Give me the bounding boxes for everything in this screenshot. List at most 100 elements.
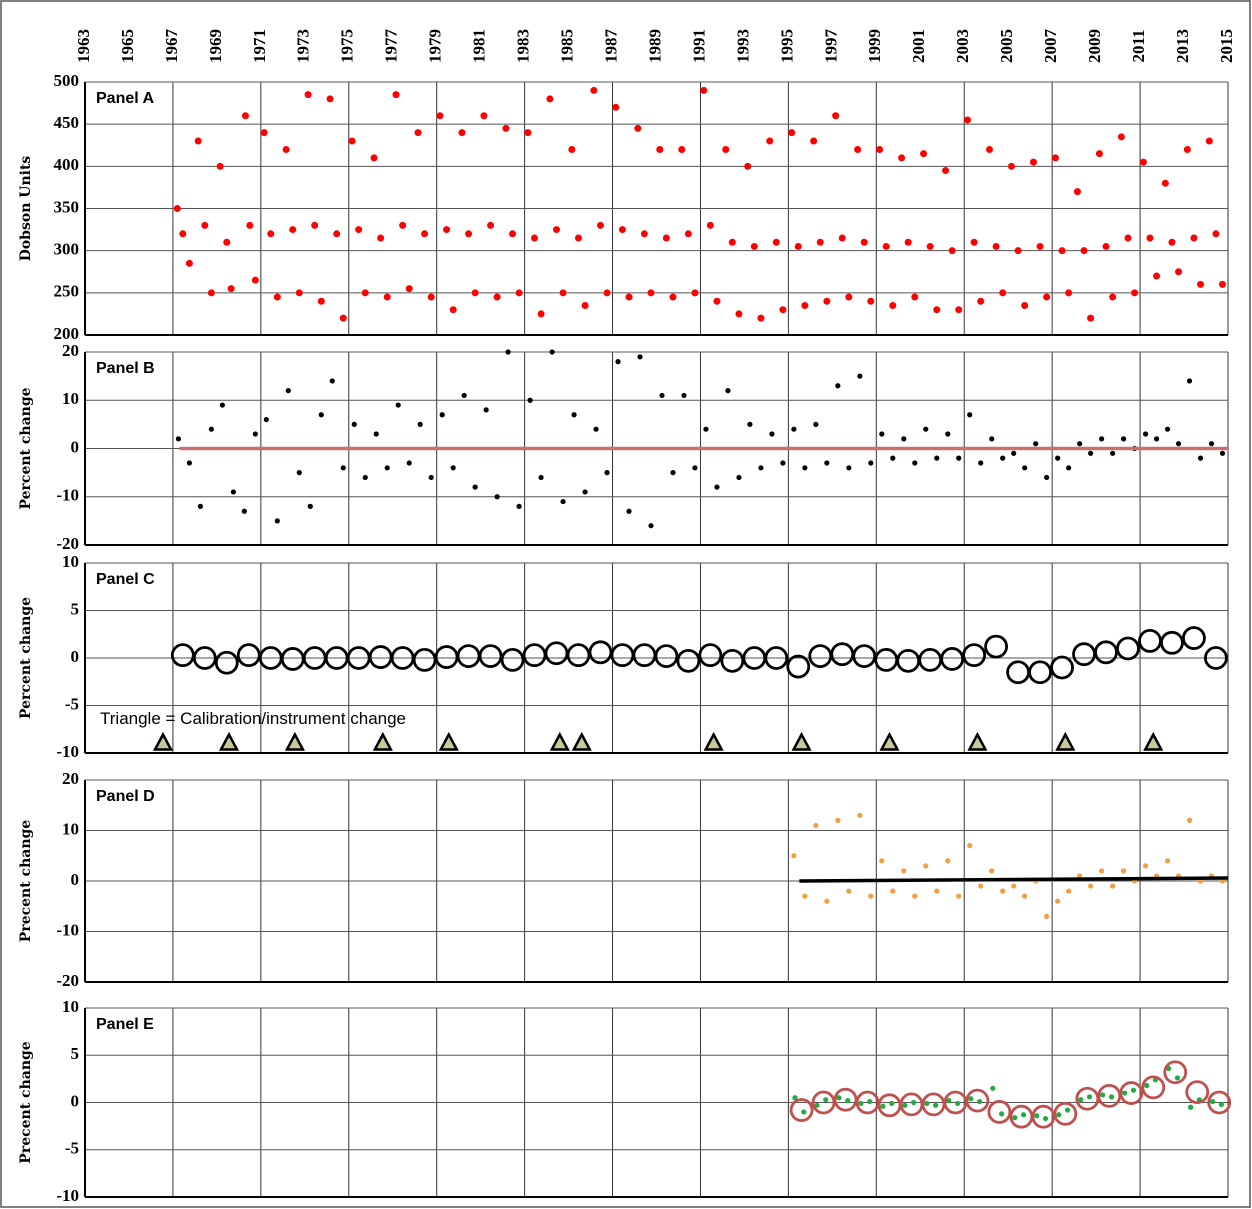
point xyxy=(788,129,796,137)
point xyxy=(1044,913,1050,919)
point xyxy=(1146,234,1154,242)
point xyxy=(725,388,731,394)
point xyxy=(967,412,973,418)
x-tick-label: 2003 xyxy=(953,29,972,63)
point xyxy=(1186,378,1193,384)
y-tick-label: 0 xyxy=(71,437,80,456)
point xyxy=(867,1098,873,1105)
point xyxy=(1164,426,1171,432)
point xyxy=(1044,474,1050,481)
point xyxy=(955,1100,961,1107)
point xyxy=(640,230,648,238)
point xyxy=(802,465,808,471)
point xyxy=(339,314,347,322)
point xyxy=(590,86,598,94)
point xyxy=(890,888,896,894)
triangle-marker xyxy=(152,731,174,751)
point xyxy=(1175,441,1182,447)
panel-note: Triangle = Calibration/instrument change xyxy=(100,709,406,728)
point xyxy=(471,289,479,297)
point xyxy=(867,297,875,305)
point xyxy=(1153,436,1160,442)
y-tick-label: 250 xyxy=(54,282,80,301)
point xyxy=(304,91,312,99)
triangle-marker xyxy=(879,731,900,751)
point xyxy=(868,893,874,899)
point xyxy=(625,293,633,301)
point xyxy=(659,392,665,399)
point xyxy=(992,242,1000,250)
point xyxy=(1011,450,1017,456)
x-tick-label: 2009 xyxy=(1085,29,1104,63)
point xyxy=(923,863,929,869)
point xyxy=(838,234,846,242)
point xyxy=(552,226,560,234)
point xyxy=(1139,158,1147,166)
x-tick-label: 1967 xyxy=(162,29,181,64)
point xyxy=(494,494,500,500)
point xyxy=(879,431,885,437)
point xyxy=(1205,137,1213,145)
point xyxy=(901,436,907,442)
point xyxy=(1034,1113,1040,1119)
point xyxy=(582,489,588,495)
ring-marker xyxy=(478,644,503,668)
point xyxy=(480,112,488,120)
point xyxy=(1219,280,1227,288)
point xyxy=(260,129,268,137)
point xyxy=(934,888,940,894)
point xyxy=(956,893,962,899)
ring-marker xyxy=(1204,646,1228,670)
x-tick-label: 1987 xyxy=(601,29,620,64)
point xyxy=(779,306,787,314)
point xyxy=(1088,450,1094,456)
point xyxy=(1066,888,1072,894)
point xyxy=(968,1096,974,1102)
ring-marker xyxy=(1163,1060,1188,1085)
point xyxy=(876,145,884,153)
panel-label: Panel E xyxy=(96,1016,154,1033)
point xyxy=(1036,242,1044,250)
point xyxy=(1095,150,1103,158)
y-tick-label: 0 xyxy=(71,647,80,666)
x-tick-label: 1991 xyxy=(689,29,708,63)
point xyxy=(604,470,610,476)
point xyxy=(1144,1082,1150,1089)
point xyxy=(1020,1112,1027,1118)
panel-label: Panel B xyxy=(96,360,155,377)
point xyxy=(924,1100,930,1107)
point xyxy=(791,426,797,432)
point xyxy=(546,95,554,103)
point xyxy=(1108,1094,1115,1100)
point xyxy=(568,145,576,153)
point xyxy=(581,301,589,309)
point xyxy=(977,1098,983,1105)
ring-marker xyxy=(1182,626,1206,650)
point xyxy=(824,460,830,466)
point xyxy=(1021,301,1029,309)
point xyxy=(990,1085,996,1091)
point xyxy=(824,898,830,904)
point xyxy=(370,154,378,162)
point xyxy=(989,868,995,874)
panel: 200 250 300 350 400 450 500 Dobson Units Panel A xyxy=(18,71,1229,343)
point xyxy=(296,470,302,476)
point xyxy=(933,1102,939,1108)
point xyxy=(1078,1097,1084,1103)
point xyxy=(912,893,918,899)
ring-marker xyxy=(1141,1075,1166,1100)
y-tick-label: 10 xyxy=(62,389,79,408)
point xyxy=(955,306,963,314)
point xyxy=(173,205,181,212)
point xyxy=(911,1099,917,1106)
point xyxy=(252,431,258,437)
point xyxy=(823,297,831,305)
x-tick-label: 2013 xyxy=(1173,29,1192,63)
y-tick-label: 20 xyxy=(62,341,79,360)
ring-marker xyxy=(965,1088,990,1113)
point xyxy=(1000,888,1006,894)
point xyxy=(318,412,324,418)
point xyxy=(201,221,209,229)
point xyxy=(1043,293,1051,301)
point xyxy=(538,474,544,481)
